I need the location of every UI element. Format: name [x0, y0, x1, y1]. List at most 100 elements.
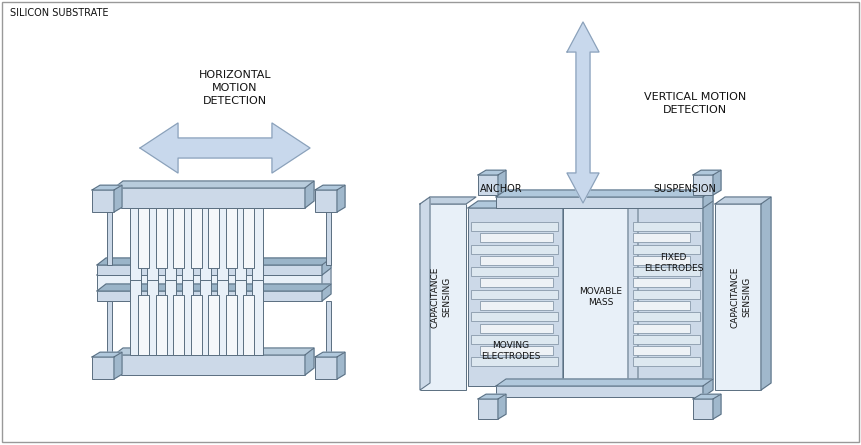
Text: VERTICAL MOTION: VERTICAL MOTION — [643, 92, 746, 102]
Bar — [470, 312, 557, 321]
Bar — [632, 312, 699, 321]
Polygon shape — [97, 268, 331, 275]
Bar — [325, 301, 331, 355]
Bar — [164, 208, 176, 283]
Text: DETECTION: DETECTION — [202, 96, 267, 106]
Bar — [692, 399, 712, 419]
Polygon shape — [305, 181, 313, 208]
Text: DETECTION: DETECTION — [662, 105, 726, 115]
Polygon shape — [495, 379, 712, 386]
Polygon shape — [714, 197, 770, 204]
Bar — [714, 204, 760, 390]
Text: SUSPENSION: SUSPENSION — [653, 184, 715, 194]
Polygon shape — [628, 201, 637, 386]
Polygon shape — [92, 352, 122, 357]
Bar — [200, 280, 211, 355]
Polygon shape — [139, 123, 310, 173]
Text: ANCHOR: ANCHOR — [480, 184, 522, 194]
Bar — [191, 208, 201, 268]
Polygon shape — [498, 394, 505, 419]
Text: MOVING
ELECTRODES: MOVING ELECTRODES — [480, 340, 540, 361]
Bar — [97, 291, 322, 301]
Bar — [92, 190, 114, 212]
Bar — [480, 233, 553, 242]
Bar — [470, 222, 557, 231]
Polygon shape — [337, 185, 344, 212]
Polygon shape — [419, 197, 475, 204]
Bar — [200, 208, 211, 283]
Bar — [164, 280, 176, 355]
Polygon shape — [97, 258, 331, 265]
Bar — [478, 175, 498, 195]
Text: MOTION: MOTION — [212, 83, 257, 93]
Bar — [314, 357, 337, 379]
Bar — [97, 265, 322, 275]
Bar — [114, 355, 305, 375]
Polygon shape — [692, 170, 720, 175]
Text: CAPACITANCE
SENSING: CAPACITANCE SENSING — [430, 266, 451, 328]
Bar — [208, 295, 219, 355]
Text: FIXED
ELECTRODES: FIXED ELECTRODES — [643, 253, 703, 273]
Bar — [114, 188, 305, 208]
Polygon shape — [314, 185, 344, 190]
Bar — [182, 280, 193, 355]
Bar — [191, 295, 201, 355]
Bar — [480, 301, 553, 310]
Bar — [235, 208, 245, 283]
Bar — [628, 208, 703, 386]
Bar — [632, 245, 699, 254]
Polygon shape — [628, 201, 712, 208]
Polygon shape — [468, 201, 573, 208]
Bar — [235, 280, 245, 355]
Bar — [97, 275, 322, 291]
Bar — [251, 280, 263, 355]
Bar — [632, 267, 699, 276]
Bar — [692, 175, 712, 195]
Bar — [208, 208, 219, 268]
Polygon shape — [478, 170, 505, 175]
Polygon shape — [97, 284, 331, 291]
Bar — [314, 190, 337, 212]
Polygon shape — [760, 197, 770, 390]
Bar — [632, 256, 689, 265]
Polygon shape — [562, 201, 637, 208]
Polygon shape — [712, 170, 720, 195]
Text: HORIZONTAL: HORIZONTAL — [198, 70, 271, 80]
Bar — [632, 301, 689, 310]
Bar — [243, 208, 254, 268]
Bar — [217, 280, 228, 355]
Bar — [632, 357, 699, 366]
Polygon shape — [322, 268, 331, 291]
Polygon shape — [114, 352, 122, 379]
Bar — [147, 208, 158, 283]
Bar — [470, 267, 557, 276]
Polygon shape — [712, 394, 720, 419]
Bar — [470, 357, 557, 366]
Bar — [147, 280, 158, 355]
Bar — [480, 346, 553, 355]
Bar — [92, 357, 114, 379]
Polygon shape — [114, 181, 313, 188]
Bar — [495, 386, 703, 397]
Bar — [325, 208, 331, 265]
Text: MOVABLE
MASS: MOVABLE MASS — [579, 287, 622, 307]
Polygon shape — [567, 22, 598, 203]
Bar — [138, 208, 149, 268]
Polygon shape — [305, 348, 313, 375]
Bar — [217, 208, 228, 283]
Bar — [470, 290, 557, 299]
Bar — [478, 399, 498, 419]
Bar — [632, 335, 699, 344]
Bar — [480, 279, 553, 287]
Bar — [130, 280, 141, 355]
Bar — [173, 295, 183, 355]
Bar — [107, 208, 112, 265]
Polygon shape — [692, 394, 720, 399]
Polygon shape — [322, 258, 331, 275]
Polygon shape — [314, 352, 344, 357]
Bar — [182, 208, 193, 283]
Bar — [243, 295, 254, 355]
Bar — [470, 335, 557, 344]
Bar — [495, 197, 703, 208]
Polygon shape — [337, 352, 344, 379]
